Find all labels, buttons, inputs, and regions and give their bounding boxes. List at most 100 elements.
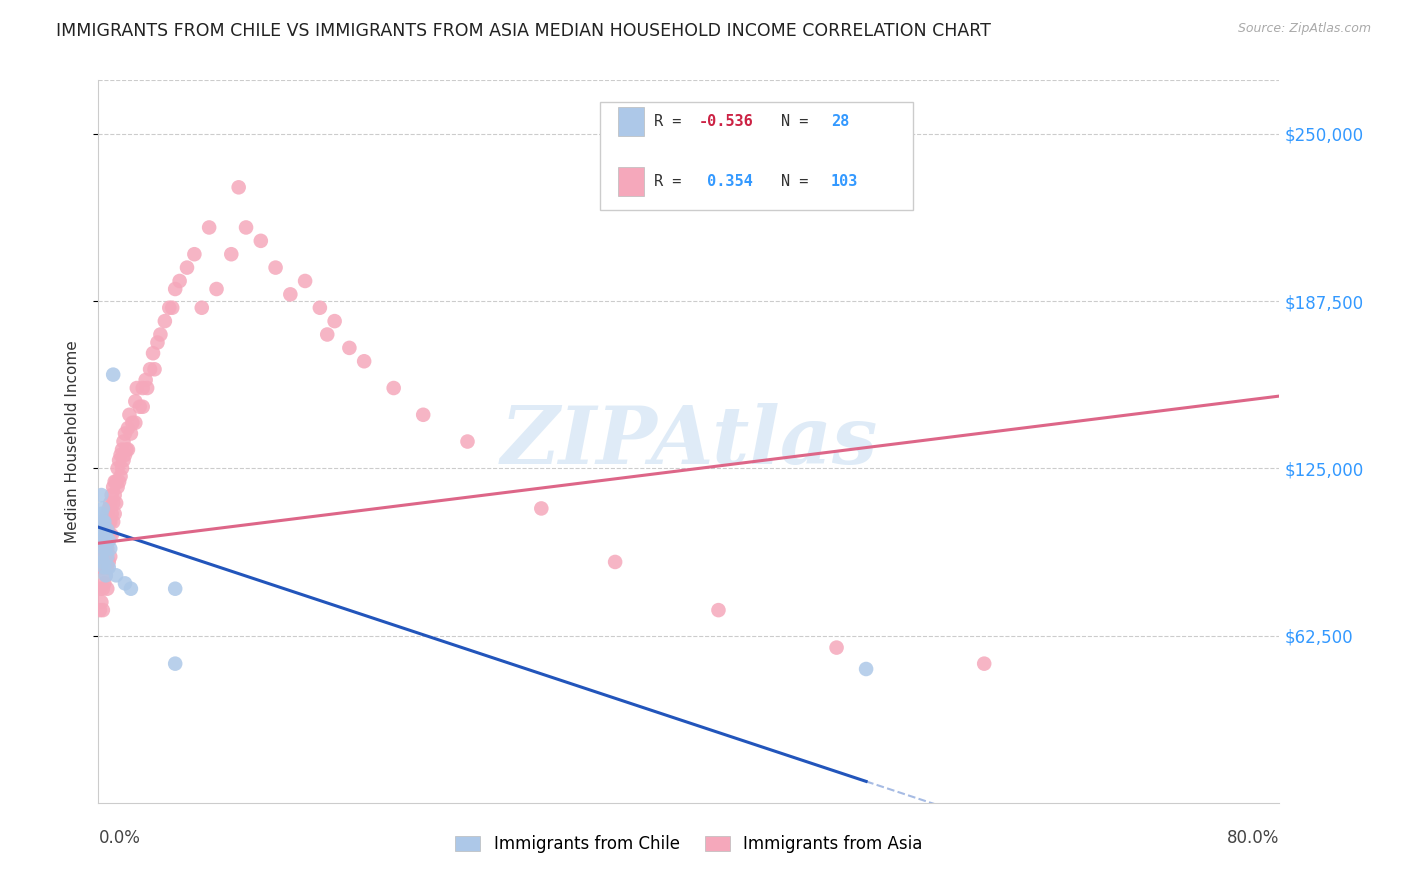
Point	[90, 541, 112, 556]
Point	[94, 568, 117, 582]
Bar	[619, 167, 644, 196]
Point	[316, 327, 339, 342]
Point	[105, 568, 128, 582]
Point	[98, 541, 121, 556]
Point	[149, 327, 172, 342]
Point	[165, 582, 187, 596]
FancyBboxPatch shape	[600, 102, 914, 211]
Text: ZIPAtlas: ZIPAtlas	[501, 403, 877, 480]
Point	[100, 528, 122, 542]
Point	[117, 442, 139, 457]
Point	[136, 381, 159, 395]
Point	[98, 515, 121, 529]
Point	[250, 234, 273, 248]
Point	[97, 501, 120, 516]
Point	[90, 560, 112, 574]
Point	[114, 448, 136, 462]
Point	[94, 549, 117, 564]
Point	[93, 560, 115, 574]
Point	[280, 287, 302, 301]
Point	[98, 528, 121, 542]
Text: 0.354: 0.354	[699, 174, 754, 189]
Point	[112, 453, 135, 467]
Point	[114, 426, 136, 441]
Point	[107, 461, 129, 475]
Point	[973, 657, 995, 671]
Bar	[619, 107, 644, 136]
Point	[91, 541, 114, 556]
Text: 103: 103	[831, 174, 858, 189]
Point	[97, 555, 120, 569]
Point	[135, 373, 157, 387]
Text: R =: R =	[654, 114, 690, 129]
Point	[94, 515, 117, 529]
Text: -0.536: -0.536	[699, 114, 754, 129]
Point	[117, 421, 139, 435]
Point	[97, 560, 120, 574]
Point	[90, 528, 112, 542]
Point	[825, 640, 848, 655]
Point	[107, 480, 129, 494]
Point	[93, 555, 115, 569]
Point	[90, 595, 112, 609]
Point	[457, 434, 479, 449]
Point	[114, 576, 136, 591]
Point	[353, 354, 375, 368]
Point	[90, 488, 112, 502]
Point	[146, 335, 169, 350]
Point	[90, 507, 112, 521]
Point	[707, 603, 730, 617]
Point	[105, 475, 128, 489]
Point	[93, 541, 115, 556]
Point	[165, 657, 187, 671]
Point	[96, 582, 118, 596]
Point	[294, 274, 316, 288]
Point	[198, 220, 221, 235]
Point	[235, 220, 257, 235]
Point	[96, 560, 118, 574]
Point	[93, 533, 115, 548]
Point	[104, 507, 127, 521]
Point	[124, 394, 146, 409]
Point	[165, 282, 187, 296]
Text: N =: N =	[782, 174, 817, 189]
Point	[121, 416, 143, 430]
Point	[96, 549, 118, 564]
Point	[111, 442, 134, 457]
Point	[94, 541, 117, 556]
Point	[91, 501, 114, 516]
Point	[412, 408, 434, 422]
Point	[132, 381, 155, 395]
Point	[97, 533, 120, 548]
Point	[105, 496, 128, 510]
Point	[97, 515, 120, 529]
Point	[89, 515, 111, 529]
Point	[94, 528, 117, 542]
Text: Source: ZipAtlas.com: Source: ZipAtlas.com	[1237, 22, 1371, 36]
Point	[91, 582, 114, 596]
Point	[96, 541, 118, 556]
Text: R =: R =	[654, 174, 690, 189]
Point	[103, 368, 125, 382]
Point	[120, 426, 142, 441]
Point	[605, 555, 627, 569]
Point	[96, 507, 118, 521]
Point	[176, 260, 198, 275]
Point	[142, 346, 165, 360]
Point	[93, 515, 115, 529]
Point	[162, 301, 183, 315]
Point	[89, 603, 111, 617]
Point	[89, 582, 111, 596]
Point	[228, 180, 250, 194]
Point	[157, 301, 180, 315]
Point	[100, 507, 122, 521]
Point	[94, 528, 117, 542]
Point	[98, 496, 121, 510]
Point	[191, 301, 214, 315]
Point	[104, 475, 127, 489]
Point	[124, 416, 146, 430]
Point	[132, 400, 155, 414]
Point	[94, 568, 117, 582]
Text: 0.0%: 0.0%	[98, 829, 141, 847]
Point	[153, 314, 176, 328]
